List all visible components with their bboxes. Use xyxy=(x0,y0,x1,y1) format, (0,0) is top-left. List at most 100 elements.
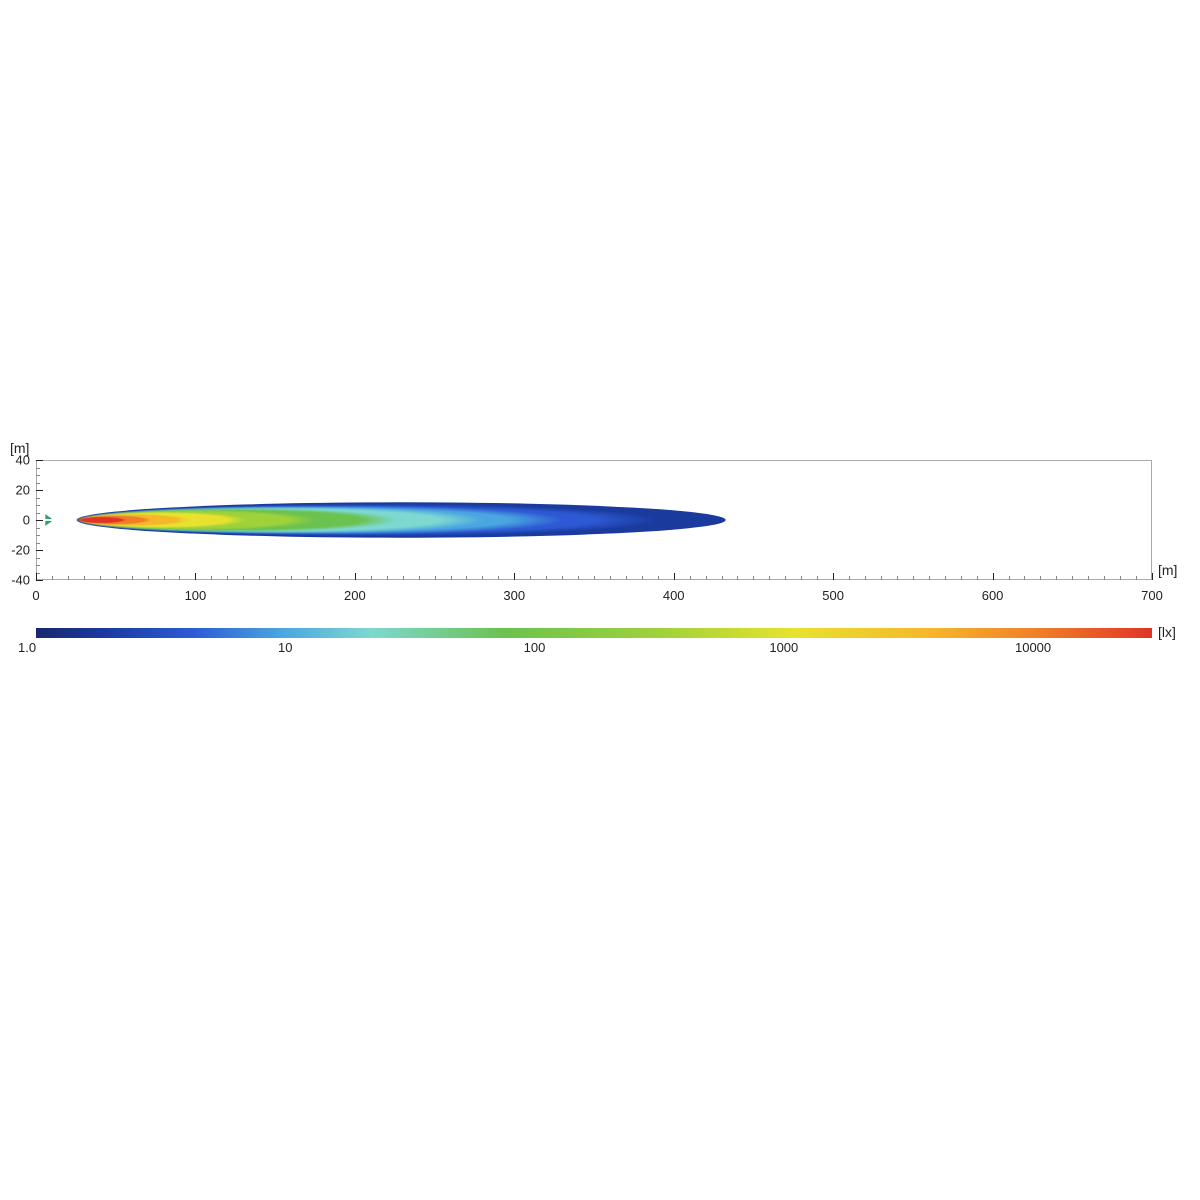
x-tick-mark xyxy=(993,573,994,580)
x-tick-mark xyxy=(275,576,276,580)
x-tick-mark xyxy=(897,576,898,580)
x-tick-mark xyxy=(514,573,515,580)
y-tick-mark xyxy=(36,483,40,484)
x-tick-mark xyxy=(865,576,866,580)
x-tick-label: 100 xyxy=(185,588,207,603)
y-tick-mark xyxy=(36,580,43,581)
y-tick-label: 40 xyxy=(16,453,30,468)
colorbar-gradient xyxy=(36,628,1152,638)
x-tick-mark xyxy=(706,576,707,580)
x-tick-mark xyxy=(68,576,69,580)
y-tick-label: 0 xyxy=(23,513,30,528)
x-tick-mark xyxy=(913,576,914,580)
x-tick-mark xyxy=(562,576,563,580)
x-tick-mark xyxy=(1024,576,1025,580)
colorbar-unit-label: [lx] xyxy=(1158,624,1176,640)
x-tick-label: 300 xyxy=(503,588,525,603)
x-tick-mark xyxy=(451,576,452,580)
x-tick-mark xyxy=(753,576,754,580)
x-tick-mark xyxy=(642,576,643,580)
y-tick-mark xyxy=(36,543,40,544)
y-tick-mark xyxy=(36,475,40,476)
figure-canvas: [m] [m] -40-2002040 01002003004005006007… xyxy=(0,0,1200,1200)
x-tick-mark xyxy=(690,576,691,580)
x-tick-mark xyxy=(1120,576,1121,580)
x-tick-mark xyxy=(52,576,53,580)
x-tick-mark xyxy=(881,576,882,580)
x-tick-mark xyxy=(1072,576,1073,580)
colorbar-tick-label: 10000 xyxy=(1015,640,1051,655)
x-tick-mark xyxy=(1136,576,1137,580)
x-tick-mark xyxy=(546,576,547,580)
x-tick-mark xyxy=(1009,576,1010,580)
x-tick-mark xyxy=(961,576,962,580)
x-tick-mark xyxy=(243,576,244,580)
x-tick-mark xyxy=(626,576,627,580)
x-tick-mark xyxy=(929,576,930,580)
x-tick-mark xyxy=(355,573,356,580)
x-tick-mark xyxy=(1104,576,1105,580)
x-tick-mark xyxy=(403,576,404,580)
colorbar-tick-label: 10 xyxy=(278,640,292,655)
y-tick-mark xyxy=(36,528,40,529)
colorbar-tick-label: 100 xyxy=(524,640,546,655)
x-tick-mark xyxy=(339,576,340,580)
x-tick-mark xyxy=(578,576,579,580)
y-tick-mark xyxy=(36,468,40,469)
x-tick-mark xyxy=(945,576,946,580)
x-tick-mark xyxy=(769,576,770,580)
x-tick-mark xyxy=(833,573,834,580)
y-tick-mark xyxy=(36,558,40,559)
x-axis-unit-label: [m] xyxy=(1158,562,1177,578)
x-tick-mark xyxy=(466,576,467,580)
x-tick-mark xyxy=(977,576,978,580)
x-tick-label: 200 xyxy=(344,588,366,603)
x-tick-mark xyxy=(371,576,372,580)
x-tick-label: 700 xyxy=(1141,588,1163,603)
x-tick-mark xyxy=(323,576,324,580)
x-tick-mark xyxy=(737,576,738,580)
x-tick-mark xyxy=(100,576,101,580)
x-tick-mark xyxy=(610,576,611,580)
x-tick-mark xyxy=(594,576,595,580)
x-tick-mark xyxy=(179,576,180,580)
x-tick-mark xyxy=(498,576,499,580)
y-tick-mark xyxy=(36,460,43,461)
x-tick-mark xyxy=(116,576,117,580)
x-tick-mark xyxy=(195,573,196,580)
x-tick-mark xyxy=(132,576,133,580)
x-tick-label: 400 xyxy=(663,588,685,603)
heatmap-svg xyxy=(37,461,1151,579)
x-tick-mark xyxy=(785,576,786,580)
y-tick-mark xyxy=(36,505,40,506)
x-tick-mark xyxy=(307,576,308,580)
x-tick-mark xyxy=(817,576,818,580)
x-tick-mark xyxy=(482,576,483,580)
y-tick-label: -40 xyxy=(11,573,30,588)
light-source-marker xyxy=(45,514,52,526)
x-tick-mark xyxy=(530,576,531,580)
y-tick-mark xyxy=(36,535,40,536)
colorbar-tick-label: 1000 xyxy=(769,640,798,655)
y-tick-mark xyxy=(36,498,40,499)
y-tick-mark xyxy=(36,513,40,514)
y-tick-label: -20 xyxy=(11,543,30,558)
x-tick-mark xyxy=(435,576,436,580)
x-tick-mark xyxy=(291,576,292,580)
x-tick-mark xyxy=(419,576,420,580)
x-tick-mark xyxy=(148,576,149,580)
colorbar-tick-label: 1.0 xyxy=(18,640,36,655)
x-tick-mark xyxy=(227,576,228,580)
x-tick-mark xyxy=(164,576,165,580)
x-tick-mark xyxy=(1088,576,1089,580)
y-tick-mark xyxy=(36,565,40,566)
contour-20000lx xyxy=(77,517,127,523)
x-tick-mark xyxy=(658,576,659,580)
x-tick-mark xyxy=(211,576,212,580)
x-tick-mark xyxy=(259,576,260,580)
x-tick-label: 600 xyxy=(982,588,1004,603)
x-tick-mark xyxy=(801,576,802,580)
illuminance-heatmap-plot xyxy=(36,460,1152,580)
x-tick-mark xyxy=(1040,576,1041,580)
x-tick-mark xyxy=(722,576,723,580)
